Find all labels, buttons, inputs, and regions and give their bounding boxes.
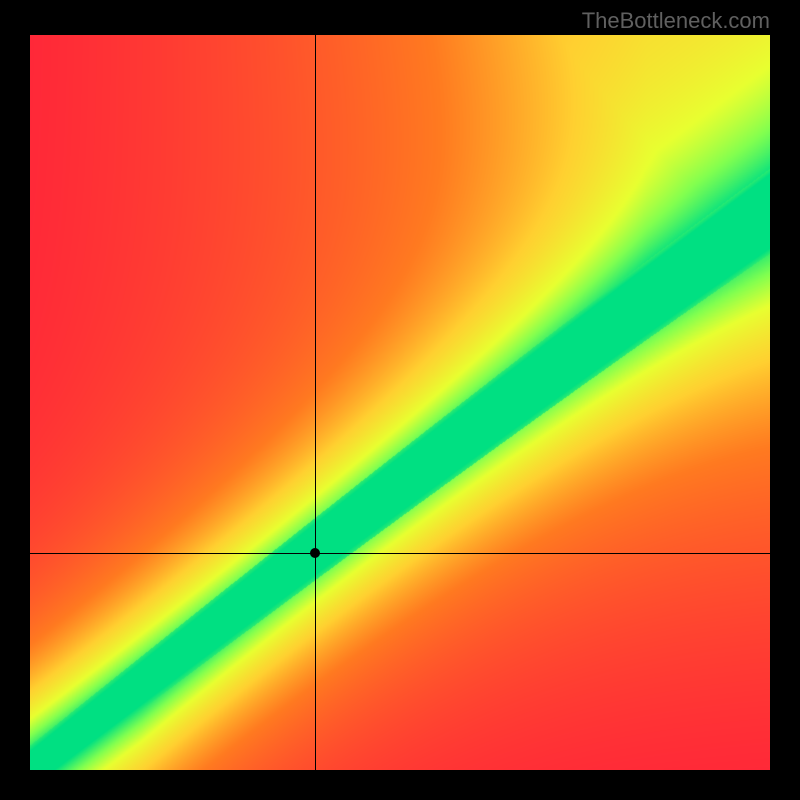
chart-container: TheBottleneck.com xyxy=(0,0,800,800)
crosshair-horizontal xyxy=(30,553,770,554)
watermark-text: TheBottleneck.com xyxy=(582,8,770,34)
heatmap-plot xyxy=(30,35,770,770)
data-point-marker xyxy=(310,548,320,558)
heatmap-canvas xyxy=(30,35,770,770)
crosshair-vertical xyxy=(315,35,316,770)
